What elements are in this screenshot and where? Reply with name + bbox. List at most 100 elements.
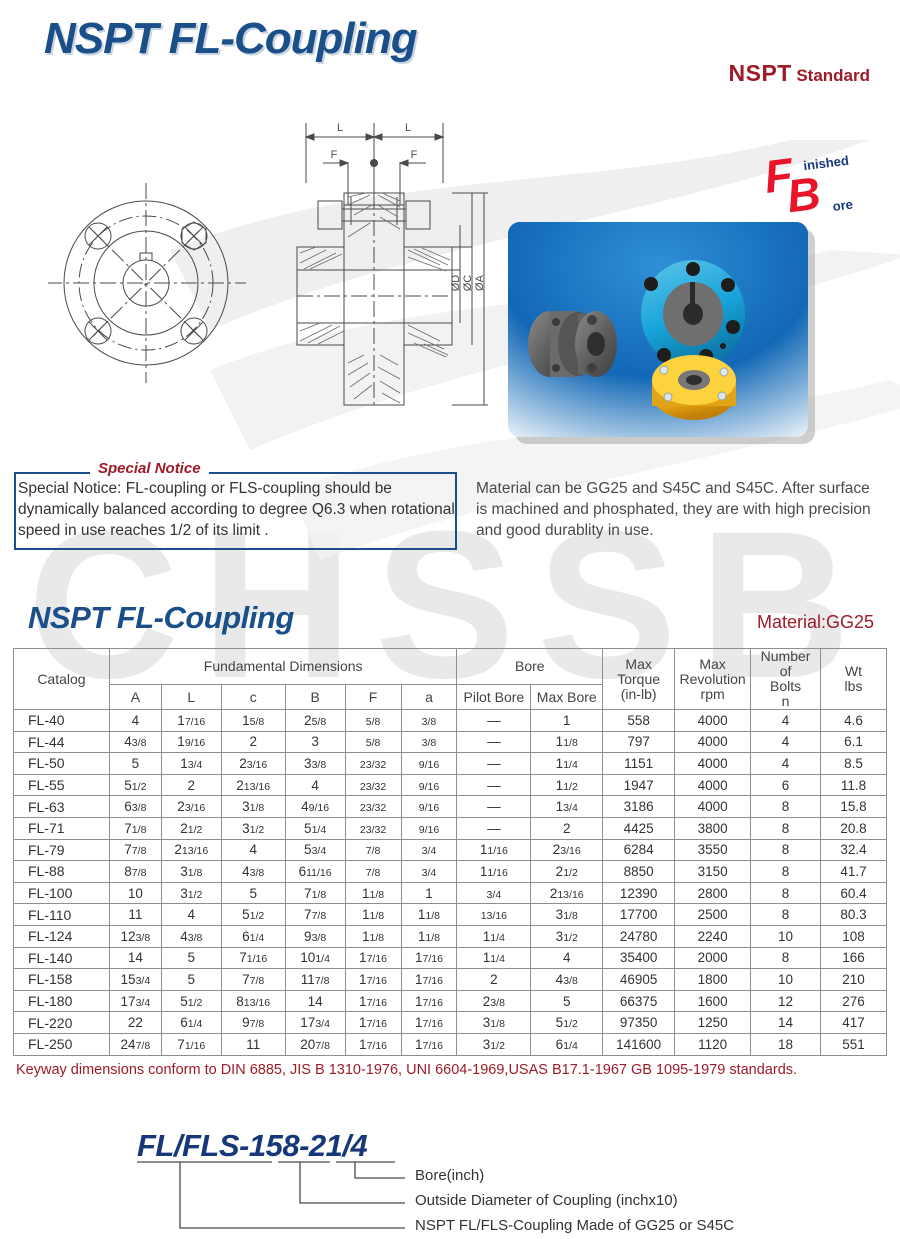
cell-max-bore: 13/4 — [530, 795, 604, 818]
specification-table-container: Catalog Fundamental Dimensions Bore Max … — [13, 648, 887, 1056]
cell-dim-a-lower: 17/16 — [400, 1011, 458, 1034]
finished-bore-logo: F inished B ore — [754, 137, 893, 232]
cell-dim-f: 23/32 — [344, 773, 402, 797]
cell-dim-l: 213/16 — [160, 838, 222, 862]
cell-weight: 15.8 — [820, 795, 887, 818]
drawing-dim-diaD — [452, 225, 461, 323]
cell-pilot-bore: 31/8 — [456, 1011, 532, 1034]
drawing-label-F-right: F — [411, 149, 418, 161]
cell-dim-a: 173/4 — [108, 989, 162, 1013]
header-dim-f: F — [344, 684, 402, 710]
cell-weight: 276 — [820, 989, 887, 1013]
cell-dim-c: 15/8 — [220, 709, 286, 732]
cell-dim-f: 23/32 — [344, 795, 402, 818]
cell-dim-c: 2 — [220, 730, 286, 754]
cell-max-revolution: 3150 — [674, 860, 752, 883]
cell-max-torque: 6284 — [602, 838, 676, 862]
cell-max-bore: 21/2 — [530, 860, 604, 883]
cell-dim-l: 31/2 — [160, 881, 222, 905]
cell-max-revolution: 2800 — [674, 881, 752, 905]
cell-dim-a-lower: 1 — [400, 881, 458, 905]
cell-max-bore: 5 — [530, 989, 604, 1013]
cell-weight: 32.4 — [820, 838, 887, 862]
cell-weight: 8.5 — [820, 752, 887, 775]
header-weight-line1: Wt — [844, 663, 863, 679]
leader-made — [179, 1162, 405, 1229]
cell-catalog: FL-250 — [13, 1032, 110, 1056]
cell-dim-b: 207/8 — [284, 1032, 346, 1056]
cell-number-of-bolts: 8 — [750, 816, 822, 840]
cell-max-bore: 31/8 — [530, 903, 604, 926]
cell-pilot-bore: — — [456, 816, 532, 840]
cell-dim-l: 5 — [160, 968, 222, 991]
drawing-bolt-hole — [180, 317, 208, 345]
header-weight-line2: lbs — [844, 678, 863, 694]
cell-weight: 108 — [820, 924, 887, 948]
cell-dim-c: 213/16 — [220, 773, 286, 797]
cell-max-revolution: 1250 — [674, 1011, 752, 1034]
table-row: FL-71 71/8 21/2 31/2 51/4 23/32 9/16—2 4425 3800… — [13, 816, 887, 840]
cell-catalog: FL-140 — [13, 946, 110, 970]
header-catalog: Catalog — [13, 648, 110, 710]
cell-max-revolution: 3800 — [674, 816, 752, 840]
cell-pilot-bore: 11/16 — [456, 838, 532, 862]
cell-dim-b: 117/8 — [284, 968, 346, 991]
special-notice-title: Special Notice — [90, 460, 209, 477]
cell-dim-l: 21/2 — [160, 816, 222, 840]
table-row: FL-158 153/4 5 77/8 117/8 17/16 17/16 2 43/8 4690… — [13, 968, 887, 991]
cell-catalog: FL-110 — [13, 903, 110, 926]
material-description: Material can be GG25 and S45C and S45C. … — [476, 480, 871, 539]
cell-max-bore: 31/2 — [530, 924, 604, 948]
cell-dim-c: 11 — [220, 1032, 286, 1056]
cell-pilot-bore: 3/4 — [456, 881, 532, 905]
cell-number-of-bolts: 8 — [750, 795, 822, 818]
cell-dim-a: 5 — [108, 752, 162, 775]
table-row: FL-79 77/8 213/16 4 53/4 7/8 3/4 11/16 23/16 6284… — [13, 838, 887, 862]
cell-pilot-bore: 2 — [456, 968, 532, 991]
material-label: Material:GG25 — [756, 612, 874, 632]
cell-max-bore: 51/2 — [530, 1011, 604, 1034]
cell-dim-a-lower: 9/16 — [400, 816, 458, 840]
cell-dim-b: 71/8 — [284, 881, 346, 905]
designation-diagram — [137, 1161, 405, 1229]
cell-number-of-bolts: 10 — [750, 924, 822, 948]
cell-max-revolution: 4000 — [674, 773, 752, 797]
cell-pilot-bore: — — [456, 752, 532, 775]
header-max-rev-line2: Revolution — [679, 670, 746, 687]
table-header-row-2: A L c B F a Pilot Bore Max Bore — [14, 684, 887, 710]
table-row: FL-100 10 31/2 5 71/8 11/8 1 3/4 213/16 12390 2800… — [13, 881, 887, 905]
cell-dim-l: 71/16 — [160, 1032, 222, 1056]
cell-catalog: FL-180 — [13, 989, 110, 1013]
designation-label-outside-diameter: Outside Diameter of Coupling (inchx10) — [415, 1192, 678, 1209]
cell-weight: 11.8 — [820, 773, 887, 797]
cell-dim-a-lower: 11/8 — [400, 924, 458, 948]
cell-dim-l: 61/4 — [160, 1011, 222, 1034]
section-title: NSPT FL-Coupling — [28, 600, 294, 635]
cell-dim-f: 7/8 — [344, 860, 402, 883]
cell-pilot-bore: 11/16 — [456, 860, 532, 883]
drawing-hex-bolt-head — [181, 221, 207, 251]
drawing-label-L-left: L — [337, 122, 343, 134]
drawing-centerlines — [48, 183, 246, 383]
cell-max-torque: 1151 — [602, 752, 676, 775]
product-photo — [508, 222, 808, 437]
cell-number-of-bolts: 8 — [750, 946, 822, 970]
specification-table: Catalog Fundamental Dimensions Bore Max … — [13, 648, 887, 1056]
cell-weight: 80.3 — [820, 903, 887, 926]
header-max-torque: Max Torque (in-lb) — [602, 648, 676, 710]
cell-weight: 6.1 — [820, 730, 887, 754]
cell-max-bore: 4 — [530, 946, 604, 970]
header-dim-l: L — [160, 684, 222, 710]
cell-max-revolution: 1800 — [674, 968, 752, 991]
cell-weight: 41.7 — [820, 860, 887, 883]
table-header-row-1: Catalog Fundamental Dimensions Bore Max … — [13, 648, 887, 710]
cell-dim-a-lower: 17/16 — [400, 989, 458, 1013]
cell-dim-b: 25/8 — [284, 709, 346, 732]
cell-max-revolution: 3550 — [674, 838, 752, 862]
cell-dim-a-lower: 3/8 — [400, 709, 458, 732]
special-notice-box — [14, 472, 457, 550]
cell-max-revolution: 2000 — [674, 946, 752, 970]
cell-pilot-bore: — — [456, 795, 532, 818]
header-max-torque-line1: Max — [625, 655, 652, 672]
header-bolts-line4: n — [781, 693, 790, 709]
